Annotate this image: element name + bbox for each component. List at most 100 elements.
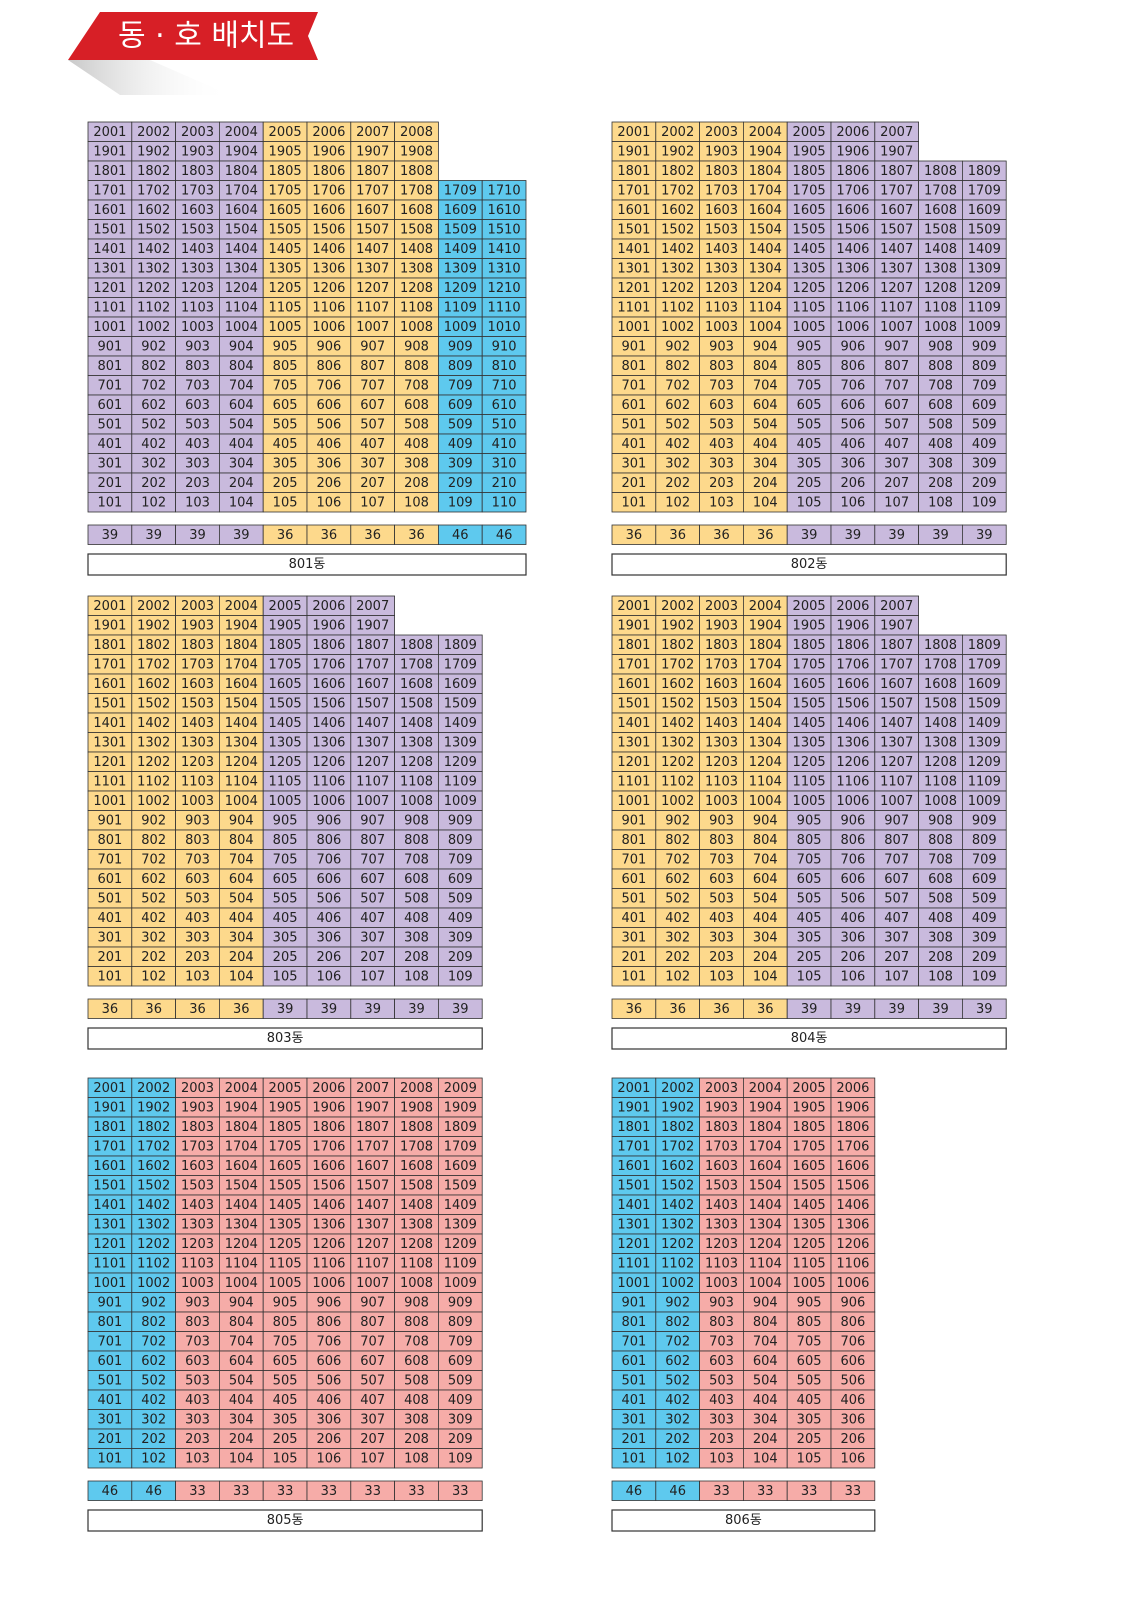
unit-number: 1108: [400, 300, 433, 315]
unit-number: 602: [141, 398, 166, 413]
unit-number: 501: [621, 417, 646, 432]
unit-number: 804: [753, 1315, 778, 1330]
unit-number: 1405: [269, 716, 302, 731]
unit-number: 1708: [400, 657, 433, 672]
unit-number: 1105: [269, 300, 302, 315]
unit-number: 1409: [968, 242, 1001, 257]
unit-number: 510: [492, 417, 517, 432]
unit-number: 1008: [400, 320, 433, 335]
unit-number: 605: [797, 398, 822, 413]
unit-number: 1606: [836, 677, 869, 692]
unit-number: 1606: [836, 1159, 869, 1174]
unit-number: 1807: [880, 164, 913, 179]
unit-number: 1103: [181, 300, 214, 315]
unit-number: 903: [709, 339, 734, 354]
area-size: 39: [976, 528, 993, 543]
unit-number: 1302: [137, 261, 170, 276]
unit-number: 1703: [181, 1139, 214, 1154]
unit-number: 604: [229, 1354, 254, 1369]
unit-number: 904: [753, 813, 778, 828]
unit-number: 208: [928, 950, 953, 965]
unit-number: 301: [97, 1412, 122, 1427]
unit-number: 706: [316, 1334, 341, 1349]
unit-number: 908: [928, 339, 953, 354]
unit-number: 1906: [836, 1100, 869, 1115]
unit-number: 406: [316, 437, 341, 452]
unit-number: 1206: [312, 755, 345, 770]
unit-number: 903: [709, 813, 734, 828]
title-banner: [68, 12, 318, 60]
unit-number: 304: [753, 456, 778, 471]
unit-number: 705: [797, 1334, 822, 1349]
unit-number: 205: [797, 1432, 822, 1447]
unit-number: 1004: [225, 794, 258, 809]
unit-number: 1704: [225, 183, 258, 198]
unit-number: 1210: [488, 281, 521, 296]
unit-number: 2002: [661, 1081, 694, 1096]
unit-number: 2006: [312, 125, 345, 140]
unit-number: 1908: [400, 144, 433, 159]
unit-number: 1706: [836, 657, 869, 672]
unit-number: 708: [404, 852, 429, 867]
unit-number: 1902: [137, 618, 170, 633]
unit-number: 1301: [93, 735, 126, 750]
unit-number: 1805: [793, 638, 826, 653]
unit-number: 1505: [269, 696, 302, 711]
unit-number: 306: [840, 930, 865, 945]
unit-number: 705: [273, 1334, 298, 1349]
unit-number: 609: [448, 872, 473, 887]
unit-number: 705: [797, 852, 822, 867]
unit-number: 2001: [617, 125, 650, 140]
unit-number: 1802: [661, 638, 694, 653]
unit-number: 804: [753, 359, 778, 374]
unit-number: 1709: [968, 657, 1001, 672]
unit-number: 902: [665, 813, 690, 828]
unit-number: 1005: [269, 320, 302, 335]
unit-number: 1307: [356, 1217, 389, 1232]
area-size: 39: [888, 528, 905, 543]
unit-number: 1306: [312, 1217, 345, 1232]
unit-number: 1901: [93, 1100, 126, 1115]
unit-number: 902: [665, 1295, 690, 1310]
unit-number: 1801: [93, 638, 126, 653]
unit-number: 1808: [924, 164, 957, 179]
unit-number: 107: [884, 495, 909, 510]
unit-number: 107: [884, 969, 909, 984]
unit-number: 201: [621, 476, 646, 491]
area-size: 36: [669, 528, 686, 543]
unit-number: 910: [492, 339, 517, 354]
unit-number: 1006: [836, 320, 869, 335]
unit-number: 1109: [444, 1256, 477, 1271]
unit-number: 1401: [93, 716, 126, 731]
unit-number: 1408: [924, 242, 957, 257]
unit-number: 1608: [924, 677, 957, 692]
unit-number: 1302: [661, 1217, 694, 1232]
unit-number: 1603: [181, 203, 214, 218]
unit-number: 306: [840, 1412, 865, 1427]
unit-number: 209: [448, 950, 473, 965]
unit-number: 1805: [793, 1120, 826, 1135]
unit-number: 801: [621, 359, 646, 374]
building-name-box: [611, 1027, 1007, 1050]
unit-number: 903: [709, 1295, 734, 1310]
unit-number: 806: [316, 833, 341, 848]
unit-number: 1107: [356, 300, 389, 315]
unit-number: 1704: [749, 183, 782, 198]
unit-number: 506: [316, 891, 341, 906]
unit-number: 1410: [488, 242, 521, 257]
unit-number: 1109: [968, 300, 1001, 315]
unit-number: 807: [360, 833, 385, 848]
unit-number: 108: [404, 1451, 429, 1466]
unit-number: 1605: [269, 677, 302, 692]
unit-number: 1201: [93, 1237, 126, 1252]
unit-number: 1503: [181, 696, 214, 711]
unit-number: 1703: [705, 1139, 738, 1154]
unit-number: 208: [404, 1432, 429, 1447]
unit-number: 705: [273, 378, 298, 393]
unit-number: 1208: [924, 281, 957, 296]
unit-number: 603: [709, 872, 734, 887]
unit-number: 408: [404, 911, 429, 926]
unit-number: 1102: [137, 300, 170, 315]
unit-number: 1303: [705, 735, 738, 750]
unit-number: 408: [928, 911, 953, 926]
